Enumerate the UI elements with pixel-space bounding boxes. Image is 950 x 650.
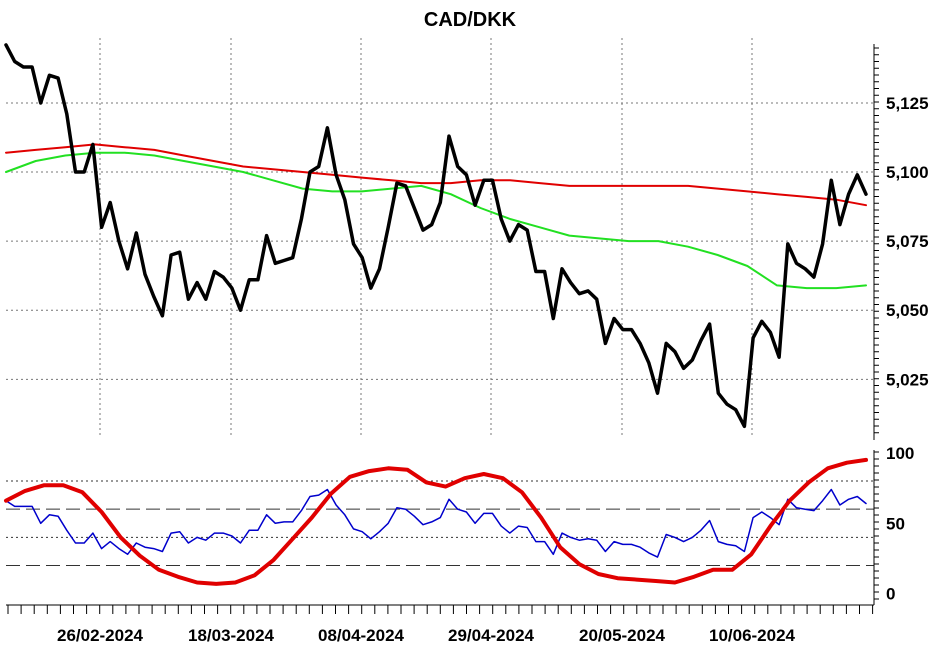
upper-y-tick-label: 5,125	[886, 94, 929, 113]
x-tick-label: 18/03-2024	[188, 626, 275, 645]
lower-y-tick-label: 100	[886, 444, 914, 463]
series-line-ma-short	[5, 151, 867, 290]
upper-y-tick-label: 5,100	[886, 163, 929, 182]
x-tick-label: 10/06-2024	[709, 626, 796, 645]
upper-y-tick-label: 5,025	[886, 370, 929, 389]
tick-labels: 5,025 5,050 5,075 5,100 5,125 0 50 100 26/02-202…	[57, 94, 929, 645]
series-line-ma-long	[5, 143, 867, 207]
axes	[6, 44, 879, 614]
x-tick-label: 08/04-2024	[318, 626, 405, 645]
x-tick-label: 26/02-2024	[57, 626, 144, 645]
x-tick-label: 29/04-2024	[448, 626, 535, 645]
series-line-oscillator-slow	[4, 457, 868, 586]
upper-y-tick-label: 5,050	[886, 301, 929, 320]
chart-title: CAD/DKK	[424, 9, 517, 31]
lower-y-tick-label: 0	[886, 585, 895, 604]
series-lines	[4, 43, 868, 586]
x-tick-label: 20/05-2024	[579, 626, 666, 645]
series-line-oscillator-fast	[5, 488, 867, 558]
lower-y-tick-label: 50	[886, 514, 905, 533]
series-line-price	[4, 43, 868, 429]
upper-y-tick-label: 5,075	[886, 232, 929, 251]
